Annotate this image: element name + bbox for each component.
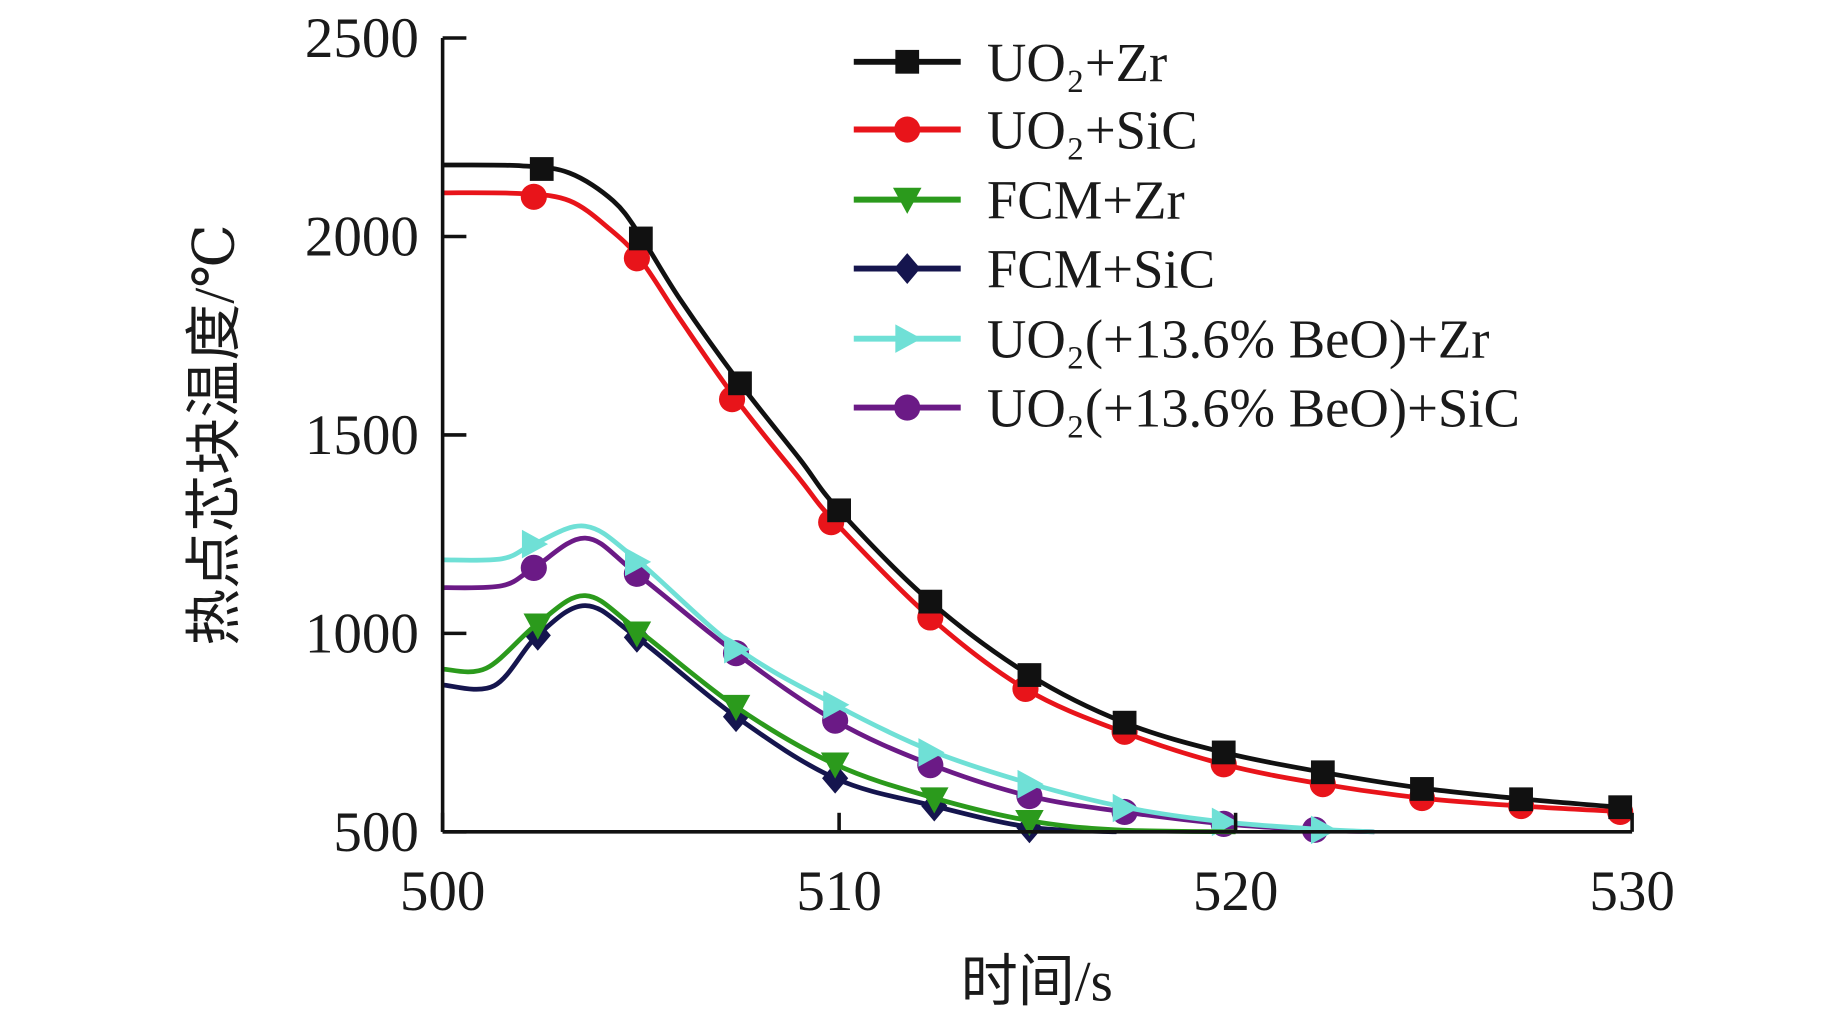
series-uo-zr	[442, 157, 1633, 820]
legend-marker	[894, 116, 921, 143]
data-point	[520, 183, 547, 210]
data-point	[823, 690, 850, 720]
x-tick-label: 520	[1193, 860, 1279, 923]
legend-marker	[894, 253, 921, 285]
data-point	[1211, 740, 1236, 765]
legend-item: UO₂(+13.6% BeO)+Zr	[853, 309, 1490, 370]
legend-label: UO₂(+13.6% BeO)+Zr	[987, 309, 1490, 370]
series-fcm-zr	[442, 593, 1236, 837]
legend-item: UO₂(+13.6% BeO)+SiC	[853, 378, 1520, 439]
data-point	[1608, 795, 1633, 820]
axes: 500 510 520 530 500 1000 1500 2000 2500	[305, 7, 1675, 923]
y-tick-label: 2000	[305, 205, 419, 268]
legend-item: UO₂+Zr	[853, 32, 1167, 93]
legend-marker	[895, 49, 920, 74]
series-line	[442, 162, 1629, 811]
data-point	[622, 621, 652, 648]
series-line	[442, 523, 1375, 835]
data-point	[1015, 810, 1044, 837]
x-tick-label: 530	[1589, 860, 1675, 923]
data-point	[1410, 777, 1434, 801]
data-point	[628, 226, 653, 251]
legend-label: FCM+Zr	[987, 170, 1185, 231]
x-tick-label: 500	[400, 860, 486, 923]
data-point	[523, 613, 553, 640]
legend-label: UO₂+Zr	[987, 32, 1167, 93]
legend-label: UO₂+SiC	[987, 100, 1198, 161]
data-point	[1112, 793, 1139, 823]
series-line	[442, 603, 1117, 835]
data-point	[529, 157, 554, 181]
legend-label: FCM+SiC	[987, 239, 1215, 300]
y-tick-label: 1500	[305, 404, 419, 467]
data-point	[1112, 710, 1137, 735]
data-point	[920, 787, 949, 814]
data-point	[625, 547, 652, 577]
y-tick-label: 2500	[305, 7, 419, 70]
legend-item: FCM+SiC	[853, 239, 1215, 300]
legend-item: FCM+Zr	[853, 170, 1185, 231]
data-point	[1310, 760, 1335, 785]
data-point	[1310, 815, 1338, 845]
legend-item: UO₂+SiC	[853, 100, 1198, 161]
y-tick-label: 500	[333, 801, 419, 864]
series-fcm-sic	[442, 603, 1117, 844]
data-point	[918, 738, 945, 767]
data-point	[1017, 663, 1042, 687]
data-point	[1017, 769, 1044, 799]
data-point	[1509, 787, 1533, 812]
legend-marker	[894, 394, 921, 421]
y-tick-label: 1000	[305, 602, 419, 665]
data-point	[721, 694, 751, 722]
data-point	[520, 554, 547, 581]
legend-marker	[892, 187, 922, 214]
legend-label: UO₂(+13.6% BeO)+SiC	[987, 378, 1520, 439]
data-point	[724, 634, 751, 664]
series-line	[442, 190, 1629, 815]
data-point	[728, 371, 752, 396]
data-point	[623, 245, 650, 272]
x-tick-label: 510	[796, 860, 882, 923]
data-point	[820, 752, 850, 779]
legend-marker	[895, 324, 922, 353]
series-uo-13-6-beo-zr	[442, 523, 1375, 845]
data-point	[827, 498, 851, 523]
series-layer	[442, 157, 1634, 845]
data-point	[918, 589, 943, 614]
legend: UO₂+Zr UO₂+SiC FCM+Zr FCM+SiC UO₂(+13.6% BeO…	[853, 32, 1520, 439]
data-point	[521, 529, 549, 559]
y-axis-title: 热点芯块温度/℃	[183, 224, 246, 646]
data-point	[1211, 807, 1238, 837]
x-axis-title: 时间/s	[961, 951, 1113, 1014]
